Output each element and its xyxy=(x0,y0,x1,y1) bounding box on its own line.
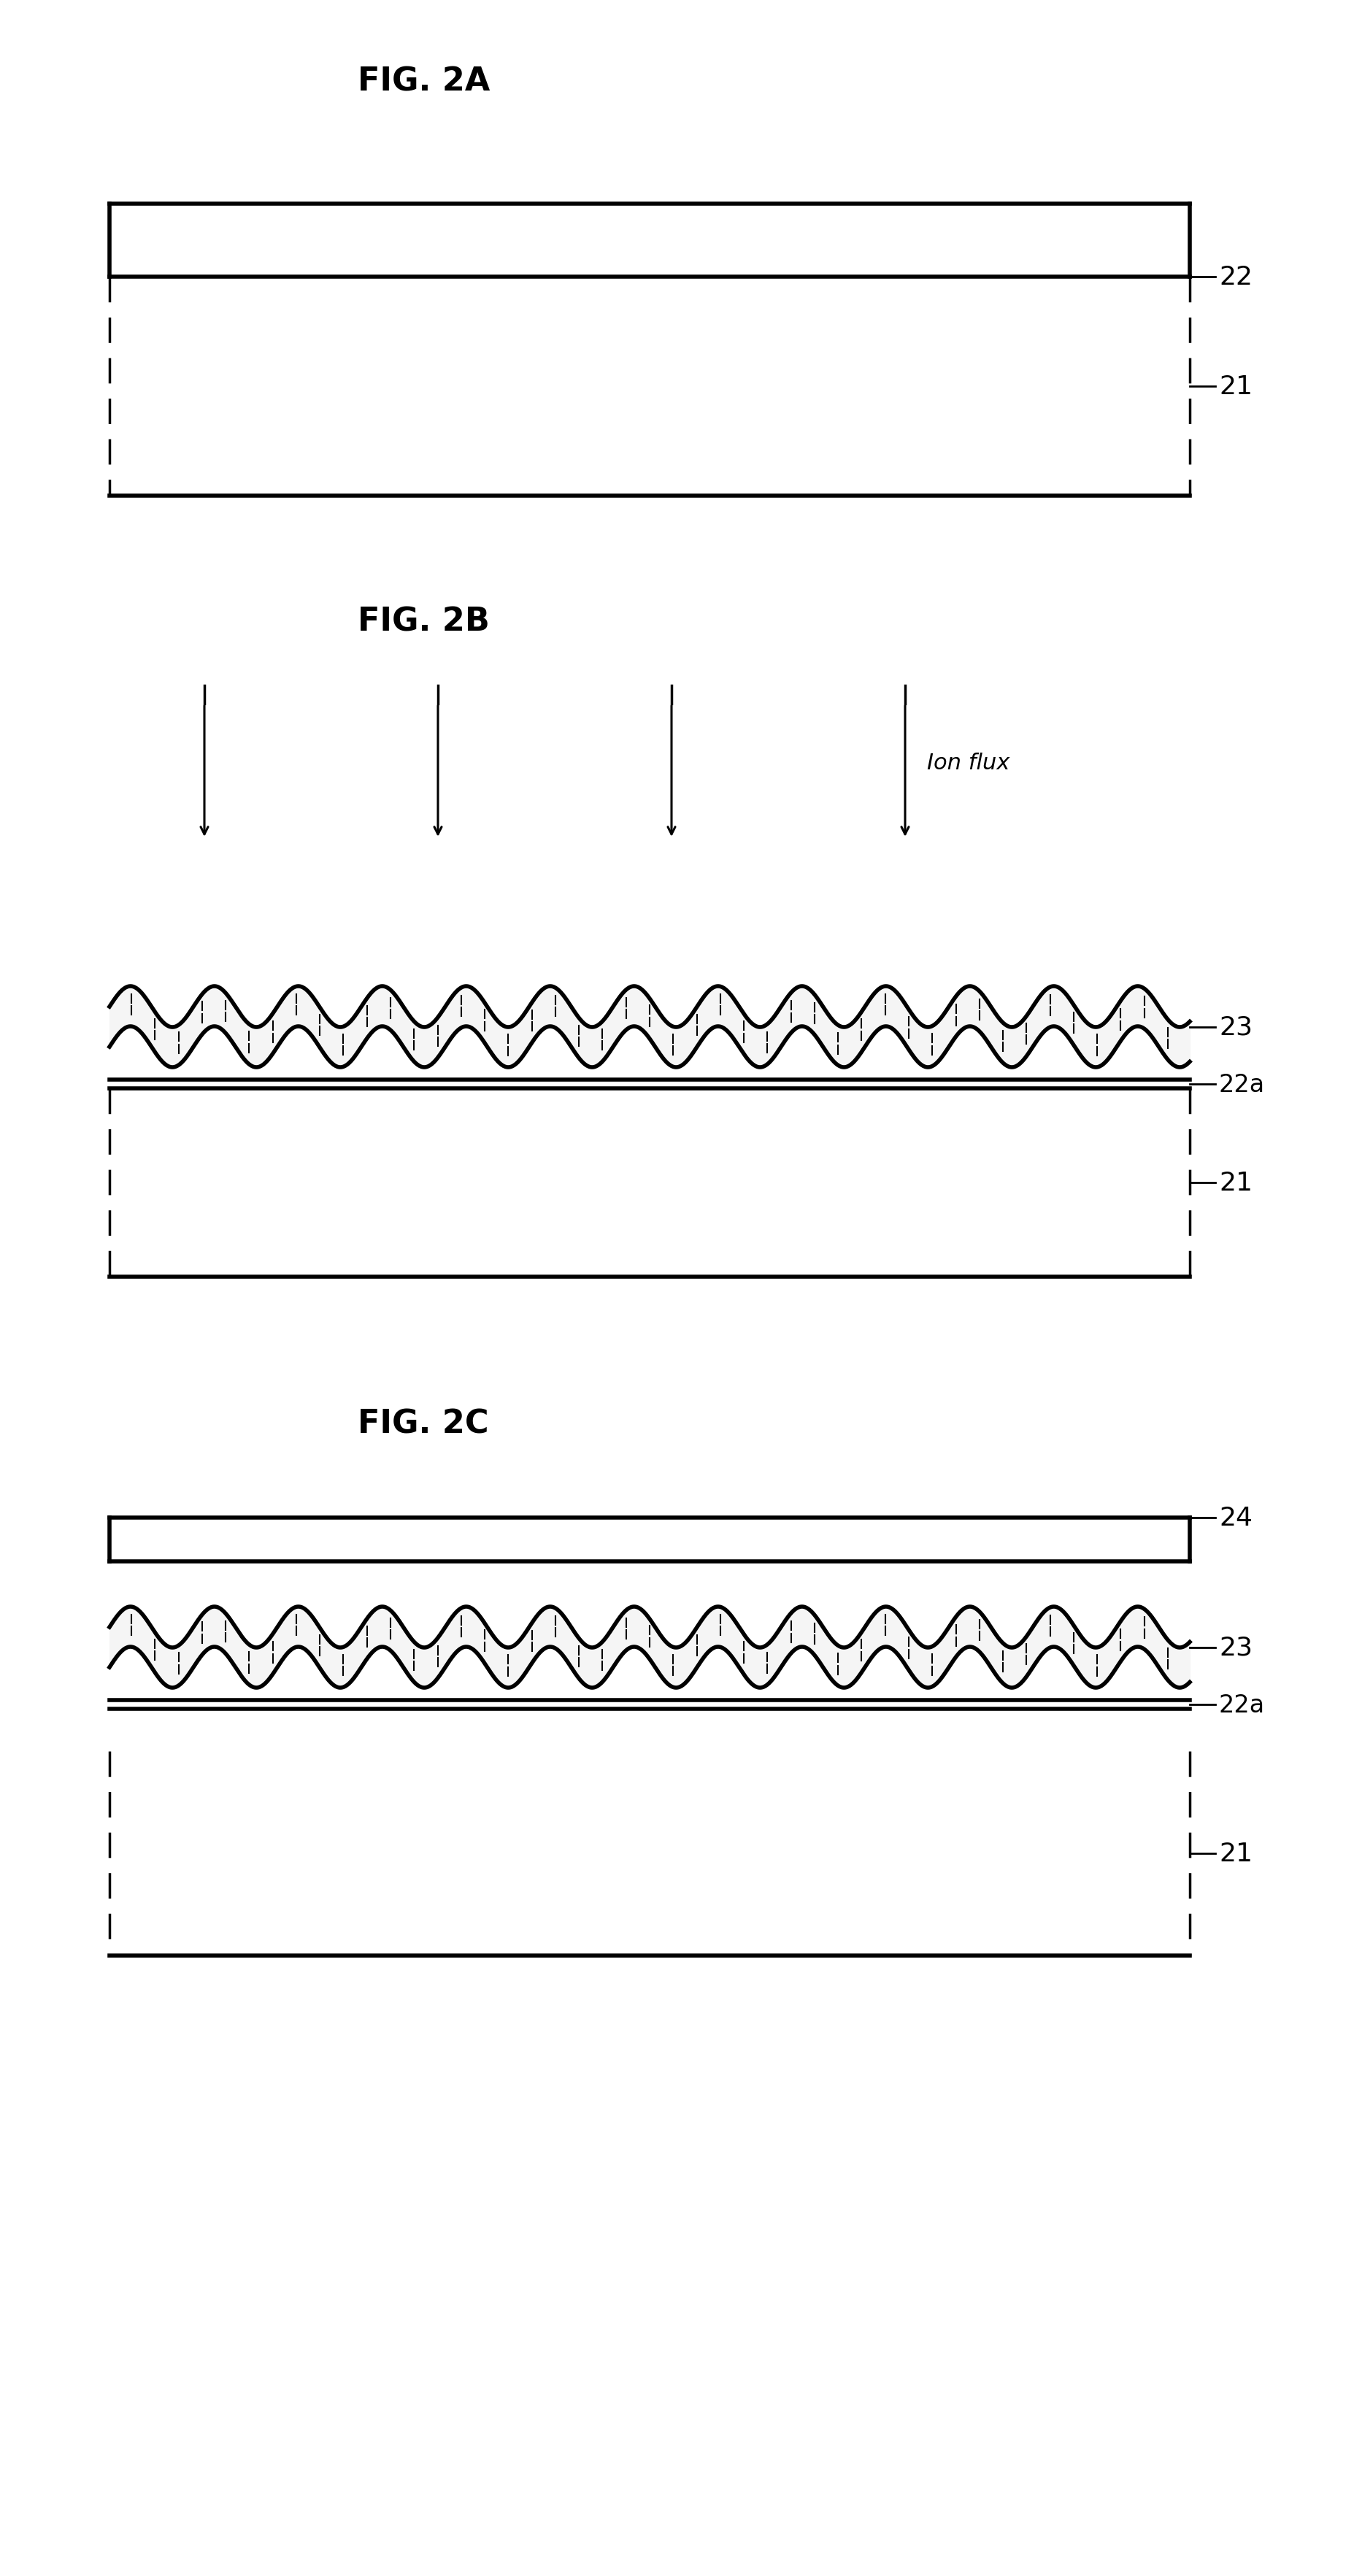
Text: 22: 22 xyxy=(1219,265,1252,289)
Text: FIG. 2C: FIG. 2C xyxy=(357,1409,489,1440)
Text: 22a: 22a xyxy=(1219,1692,1265,1716)
Text: Ion flux: Ion flux xyxy=(927,752,1010,773)
Text: FIG. 2A: FIG. 2A xyxy=(357,64,490,98)
Text: 21: 21 xyxy=(1219,374,1252,399)
Text: 21: 21 xyxy=(1219,1842,1252,1865)
Text: 22a: 22a xyxy=(1219,1072,1265,1097)
Text: 23: 23 xyxy=(1219,1636,1252,1659)
Text: 21: 21 xyxy=(1219,1170,1252,1195)
Text: 24: 24 xyxy=(1219,1504,1252,1530)
Text: 23: 23 xyxy=(1219,1015,1252,1041)
Text: FIG. 2B: FIG. 2B xyxy=(357,605,490,636)
